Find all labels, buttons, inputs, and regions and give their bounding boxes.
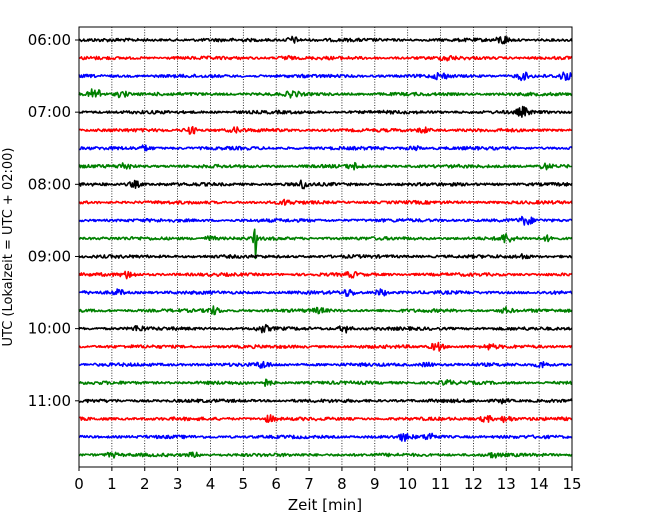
- y-tick-label-06:00: 06:00: [28, 31, 71, 49]
- trace-1145: [78, 451, 573, 459]
- trace-0630: [78, 71, 573, 82]
- x-tick-label-3: 3: [173, 475, 183, 493]
- x-tick-label-0: 0: [74, 475, 84, 493]
- y-axis: 06:00 07:00 08:00 09:00 10:00 11:00: [28, 31, 79, 410]
- trace-1000: [78, 323, 573, 334]
- trace-0830: [78, 215, 573, 226]
- x-tick-label-4: 4: [206, 475, 216, 493]
- y-tick-label-08:00: 08:00: [28, 175, 71, 193]
- x-tick-label-9: 9: [370, 475, 380, 493]
- x-tick-label-12: 12: [464, 475, 483, 493]
- trace-0615: [78, 54, 573, 62]
- x-axis: 0 1 2 3 4 5 6 7 8 9 10 11 12 13 14 15: [74, 467, 582, 493]
- vertical-grid: [111, 27, 540, 467]
- plot-frame: [78, 26, 573, 468]
- y-tick-label-09:00: 09:00: [28, 247, 71, 265]
- trace-0800: [78, 179, 573, 190]
- trace-0900: [78, 253, 573, 260]
- trace-0815: [78, 198, 573, 206]
- trace-0930: [79, 288, 573, 297]
- x-tick-label-14: 14: [530, 475, 549, 493]
- trace-1130: [78, 432, 573, 442]
- trace-0945: [78, 305, 573, 316]
- x-tick-label-8: 8: [337, 475, 347, 493]
- x-tick-label-10: 10: [398, 475, 417, 493]
- trace-0645: [78, 88, 573, 99]
- trace-0915: [78, 270, 573, 280]
- trace-0600: [78, 35, 573, 45]
- x-tick-label-11: 11: [431, 475, 450, 493]
- trace-0745: [78, 161, 572, 171]
- trace-1115: [78, 414, 573, 424]
- x-tick-label-13: 13: [497, 475, 516, 493]
- y-tick-label-10:00: 10:00: [28, 320, 71, 338]
- y-axis-label: UTC (Lokalzeit = UTC + 02:00): [1, 148, 16, 347]
- trace-1045: [78, 378, 573, 387]
- y-tick-label-11:00: 11:00: [28, 392, 71, 410]
- x-tick-label-5: 5: [239, 475, 249, 493]
- x-tick-label-1: 1: [107, 475, 117, 493]
- trace-1030: [78, 360, 573, 369]
- x-axis-label: Zeit [min]: [288, 496, 362, 514]
- trace-0845: [78, 228, 573, 260]
- trace-1100: [78, 398, 573, 405]
- x-tick-label-6: 6: [271, 475, 281, 493]
- trace-0715: [78, 125, 573, 135]
- trace-group: [78, 35, 573, 459]
- trace-0700: [78, 105, 573, 118]
- x-tick-label-7: 7: [304, 475, 314, 493]
- x-tick-label-15: 15: [562, 475, 581, 493]
- x-tick-label-2: 2: [140, 475, 150, 493]
- trace-1015: [78, 341, 573, 352]
- trace-0730: [78, 144, 573, 152]
- y-tick-label-07:00: 07:00: [28, 103, 71, 121]
